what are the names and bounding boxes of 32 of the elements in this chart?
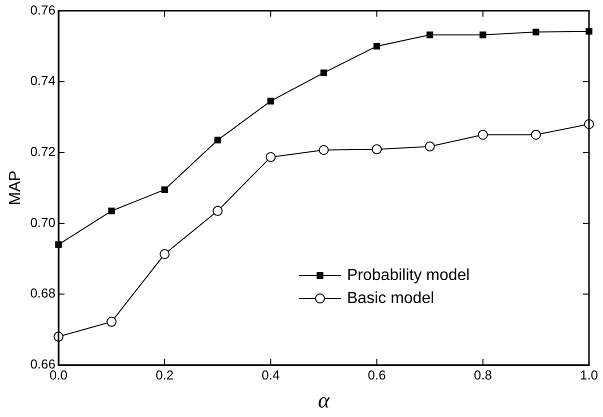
point [478, 130, 488, 140]
point [320, 69, 328, 76]
x-axis-title: α [318, 388, 330, 413]
y-tick-label: 0.76 [30, 2, 56, 18]
point [267, 98, 274, 104]
x-tick-label: 0.8 [474, 367, 492, 382]
point [426, 32, 434, 38]
y-tick-label: 0.72 [30, 144, 56, 160]
point [161, 186, 168, 193]
y-tick-label: 0.70 [30, 214, 56, 230]
point [424, 141, 435, 152]
point [530, 130, 541, 140]
point [372, 144, 382, 154]
x-tick-label: 0.6 [368, 367, 386, 382]
x-tick-label: 0.4 [262, 367, 280, 382]
point [108, 208, 115, 214]
point [373, 42, 380, 50]
y-tick-label: 0.74 [30, 73, 56, 88]
point [106, 316, 117, 327]
legend-label: Probability model [347, 266, 470, 284]
y-axis-title: MAP [7, 170, 24, 206]
legend-label: Basic model [347, 290, 434, 307]
point [212, 206, 223, 216]
point [266, 152, 276, 162]
point [480, 32, 486, 38]
point [318, 145, 329, 155]
x-tick-label: 1.0 [580, 367, 598, 382]
x-tick-label: 0.2 [156, 367, 174, 382]
y-tick-label: 0.68 [30, 286, 56, 301]
point [214, 136, 221, 144]
point [532, 28, 540, 36]
point [160, 249, 170, 260]
